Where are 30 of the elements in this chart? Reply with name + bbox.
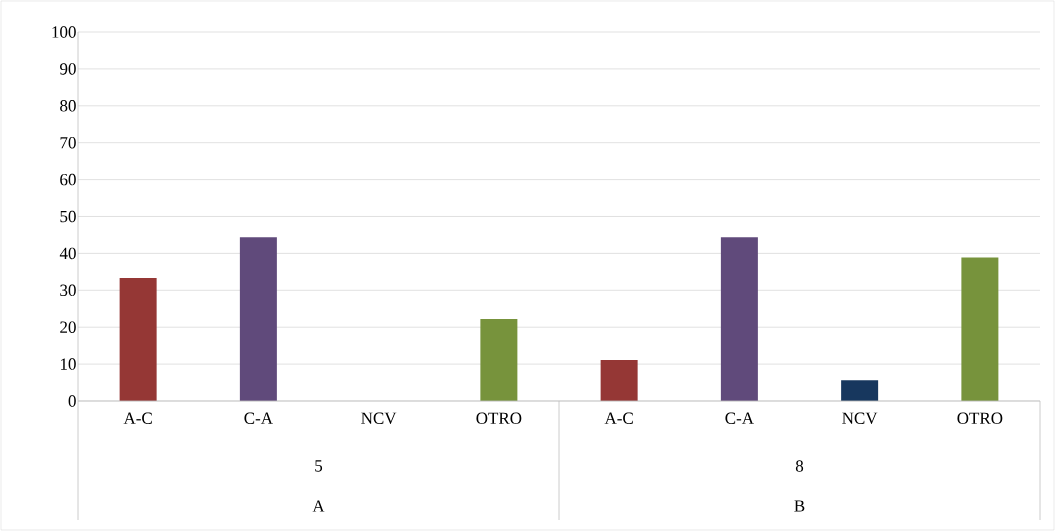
y-tick-label: 0 xyxy=(68,395,76,407)
bar xyxy=(119,278,157,401)
text: B xyxy=(794,500,805,512)
x-tick-label: C-A xyxy=(244,412,273,424)
y-tick-label: 10 xyxy=(60,358,76,370)
y-tick-label: 70 xyxy=(60,136,76,149)
y-tick-label: 20 xyxy=(60,321,76,333)
x-tick-label: NCV xyxy=(361,412,397,425)
x-tick-label: NCV xyxy=(842,412,878,425)
x-tick-label: A-C xyxy=(123,412,152,424)
bar xyxy=(600,360,638,401)
y-tick-label: 30 xyxy=(60,284,76,297)
x-tick-label: OTRO xyxy=(957,412,1003,424)
x-tick-label: A-C xyxy=(604,412,633,424)
bar xyxy=(841,380,879,401)
bar xyxy=(720,237,758,401)
bar xyxy=(239,237,277,401)
text: 8 xyxy=(795,460,804,472)
x-tick-label: C-A xyxy=(725,412,754,424)
text: A xyxy=(312,500,325,512)
y-tick-label: 100 xyxy=(52,26,76,38)
y-tick-label: 40 xyxy=(59,247,76,260)
bar xyxy=(961,257,999,401)
y-tick-label: 50 xyxy=(60,210,76,223)
y-tick-label: 80 xyxy=(60,100,76,112)
bar xyxy=(480,319,518,401)
text: 5 xyxy=(315,460,323,472)
x-tick-label: OTRO xyxy=(476,412,522,424)
y-tick-label: 60 xyxy=(60,173,76,186)
y-tick-label: 90 xyxy=(60,63,76,75)
